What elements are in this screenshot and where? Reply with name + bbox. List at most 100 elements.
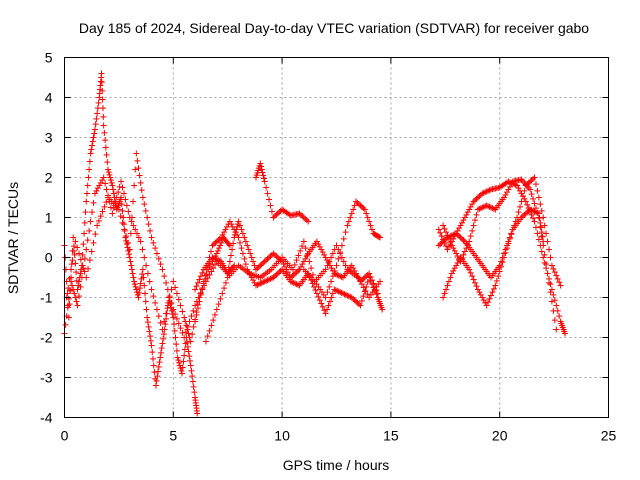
data-point <box>438 239 445 246</box>
data-point <box>100 113 107 120</box>
data-point <box>204 333 211 340</box>
data-point <box>333 242 340 249</box>
data-point <box>367 273 374 280</box>
data-point <box>213 256 220 263</box>
data-point <box>470 276 477 283</box>
x-tick-label: 15 <box>383 428 399 444</box>
data-point <box>264 255 271 262</box>
data-point <box>136 172 143 179</box>
data-point <box>241 234 248 241</box>
data-point <box>162 321 169 328</box>
data-point <box>175 320 182 327</box>
data-point <box>188 313 195 320</box>
data-point <box>232 229 239 236</box>
data-point <box>328 254 335 261</box>
data-point <box>135 165 142 172</box>
data-point <box>103 186 110 193</box>
data-point <box>94 110 101 117</box>
data-point <box>172 311 179 318</box>
data-point <box>458 219 465 226</box>
data-point <box>161 318 168 325</box>
data-point <box>551 297 558 304</box>
data-point <box>489 205 496 212</box>
data-point <box>264 190 271 197</box>
data-point <box>501 194 508 201</box>
data-point <box>86 227 93 234</box>
data-point <box>119 219 126 226</box>
data-point <box>505 186 512 193</box>
data-point <box>353 298 360 305</box>
data-point <box>451 247 458 254</box>
data-point <box>252 282 259 289</box>
data-point <box>354 199 361 206</box>
data-point <box>141 282 148 289</box>
data-point <box>263 184 270 191</box>
data-point <box>208 322 215 329</box>
data-point <box>518 190 525 197</box>
data-point <box>155 313 162 320</box>
data-point <box>450 245 457 252</box>
data-point <box>215 237 222 244</box>
data-point <box>313 290 320 297</box>
data-point <box>486 203 493 210</box>
data-point <box>480 297 487 304</box>
data-point <box>319 303 326 310</box>
data-point <box>474 286 481 293</box>
data-point <box>154 373 161 380</box>
data-point <box>241 255 248 262</box>
data-point <box>173 290 180 297</box>
data-point <box>261 178 268 185</box>
data-point <box>521 187 528 194</box>
data-point <box>370 280 377 287</box>
data-point <box>179 364 186 371</box>
data-point <box>270 274 277 281</box>
series-track-12 <box>440 176 560 333</box>
data-point <box>66 301 73 308</box>
data-point <box>329 250 336 257</box>
data-point <box>556 313 563 320</box>
data-point <box>129 270 136 277</box>
data-point <box>212 261 219 268</box>
data-point <box>295 281 302 288</box>
data-point <box>460 251 467 258</box>
data-point <box>150 239 157 246</box>
data-point <box>242 238 249 245</box>
data-point <box>337 249 344 256</box>
data-point <box>185 330 192 337</box>
data-point <box>215 245 222 252</box>
data-point <box>540 242 547 249</box>
data-point <box>554 275 561 282</box>
data-point <box>325 302 332 309</box>
data-point <box>547 281 554 288</box>
data-point <box>316 243 323 250</box>
data-point <box>266 196 273 203</box>
data-point <box>347 214 354 221</box>
data-point <box>334 287 341 294</box>
data-point <box>318 300 325 307</box>
data-point <box>506 235 513 242</box>
data-point <box>193 283 200 290</box>
data-point <box>136 285 143 292</box>
data-point <box>454 259 461 266</box>
data-point <box>361 206 368 213</box>
data-point <box>495 273 502 280</box>
y-tick-label: 4 <box>45 90 53 106</box>
data-point <box>130 274 137 281</box>
data-point <box>221 285 228 292</box>
data-point <box>247 250 254 257</box>
data-point <box>258 261 265 268</box>
data-point <box>125 208 132 215</box>
data-point <box>68 266 75 273</box>
data-point <box>277 267 284 274</box>
data-point <box>271 251 278 258</box>
data-point <box>503 189 510 196</box>
data-point <box>363 273 370 280</box>
data-point <box>375 233 382 240</box>
data-point <box>487 292 494 299</box>
data-point <box>440 294 447 301</box>
data-point <box>159 340 166 347</box>
data-point <box>97 179 104 186</box>
data-point <box>295 252 302 259</box>
data-point <box>149 355 156 362</box>
data-point <box>556 279 563 286</box>
